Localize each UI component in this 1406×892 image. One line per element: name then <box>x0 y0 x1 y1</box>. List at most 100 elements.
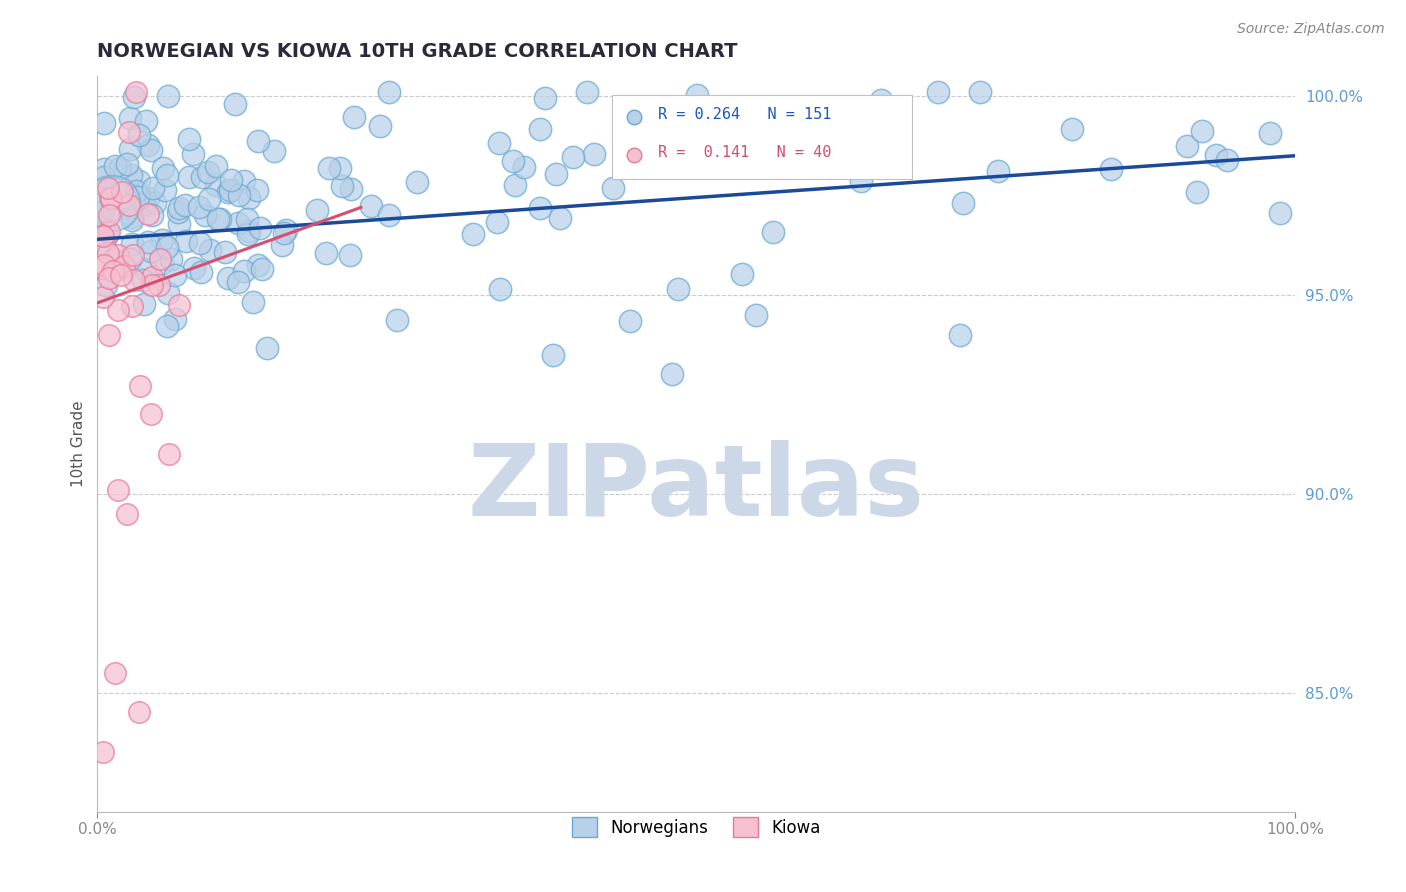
Point <box>745 308 768 322</box>
Point <box>107 247 129 261</box>
Point <box>127 190 149 204</box>
Point <box>207 212 229 227</box>
Point <box>174 197 197 211</box>
Point <box>101 252 124 266</box>
Point <box>167 217 190 231</box>
Point <box>94 278 117 293</box>
Point <box>93 162 115 177</box>
Point <box>91 229 114 244</box>
Point <box>214 244 236 259</box>
Point <box>368 120 391 134</box>
Point <box>156 169 179 183</box>
Point <box>97 181 120 195</box>
Point <box>305 202 328 217</box>
Point <box>136 191 159 205</box>
Point <box>128 128 150 143</box>
Text: NORWEGIAN VS KIOWA 10TH GRADE CORRELATION CHART: NORWEGIAN VS KIOWA 10TH GRADE CORRELATIO… <box>97 42 738 61</box>
Point <box>343 110 366 124</box>
Point <box>101 202 124 216</box>
Point <box>107 303 129 318</box>
Point <box>141 277 163 292</box>
Point <box>236 227 259 242</box>
Point <box>529 122 551 136</box>
Point <box>1185 185 1208 199</box>
Point <box>169 298 191 312</box>
Point <box>461 227 484 242</box>
Point <box>94 180 117 194</box>
Point <box>139 143 162 157</box>
Point <box>318 161 340 175</box>
Point <box>546 167 568 181</box>
Point <box>110 268 132 282</box>
Point <box>122 89 145 103</box>
Point <box>534 91 557 105</box>
Point <box>385 313 408 327</box>
Point <box>238 191 260 205</box>
Point <box>190 265 212 279</box>
Point <box>120 168 142 182</box>
Point <box>120 111 142 125</box>
Point <box>619 313 641 327</box>
Point <box>249 220 271 235</box>
Point <box>686 87 709 102</box>
Point <box>155 183 177 197</box>
Point <box>228 276 250 290</box>
Y-axis label: 10th Grade: 10th Grade <box>72 401 86 487</box>
Point <box>128 706 150 720</box>
Point <box>245 183 267 197</box>
Point <box>107 483 129 497</box>
Point <box>276 223 298 237</box>
Point <box>138 235 160 249</box>
Point <box>103 159 125 173</box>
Point <box>177 132 200 146</box>
Point <box>332 179 354 194</box>
Point <box>1258 126 1281 140</box>
Point <box>1216 153 1239 167</box>
Point <box>160 252 183 266</box>
Point <box>256 341 278 355</box>
Point <box>329 161 352 175</box>
Point <box>197 165 219 179</box>
Point <box>167 205 190 219</box>
Point <box>513 160 536 174</box>
Point <box>949 327 972 342</box>
Point <box>107 261 129 276</box>
Point <box>98 225 121 239</box>
Point <box>562 150 585 164</box>
Point <box>219 173 242 187</box>
Point <box>136 138 159 153</box>
Point <box>91 290 114 304</box>
Point <box>114 259 136 273</box>
Point <box>709 121 731 136</box>
Point <box>623 308 645 322</box>
Point <box>1099 161 1122 176</box>
Point <box>488 136 510 151</box>
Point <box>1062 122 1084 136</box>
Point <box>141 270 163 285</box>
Point <box>100 191 122 205</box>
Point <box>188 235 211 250</box>
Point <box>181 147 204 161</box>
Point <box>122 273 145 287</box>
Point <box>762 225 785 239</box>
Point <box>118 125 141 139</box>
Point <box>132 197 155 211</box>
Point <box>208 212 231 227</box>
Point <box>120 252 142 267</box>
Point <box>217 186 239 200</box>
Point <box>115 157 138 171</box>
Point <box>93 258 115 272</box>
Point <box>148 277 170 292</box>
Point <box>360 199 382 213</box>
Point <box>233 174 256 188</box>
Point <box>121 212 143 227</box>
Point <box>150 233 173 247</box>
Point <box>142 181 165 195</box>
Point <box>141 244 163 259</box>
Point <box>246 258 269 272</box>
Point <box>273 226 295 240</box>
Point <box>187 200 209 214</box>
Point <box>271 237 294 252</box>
Point <box>315 246 337 260</box>
Point <box>163 312 186 326</box>
